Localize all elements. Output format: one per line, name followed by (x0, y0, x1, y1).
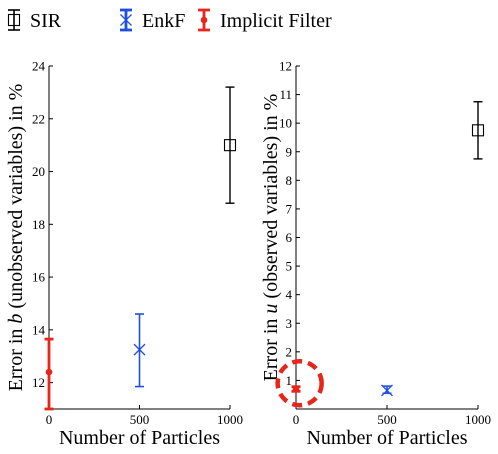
y-tick-label: 2 (286, 344, 293, 359)
series-enkf (381, 384, 393, 397)
x-tick-label: 1000 (217, 412, 243, 427)
y-tick-label: 24 (32, 59, 46, 74)
x-axis-label: Number of Particles (59, 427, 220, 449)
y-axis-label-suffix: (unobserved variables) in % (5, 84, 27, 314)
y-axis-label-variable: b (5, 314, 27, 324)
y-tick-label: 4 (286, 287, 293, 302)
series-sir (471, 101, 485, 160)
point-2-0 (292, 385, 300, 393)
legend-item-sir: SIR (7, 9, 62, 32)
y-axis-label-prefix: Error in (260, 314, 282, 382)
y-axis-label: Error in b (unobserved variables) in % (5, 84, 27, 392)
x-tick-label: 0 (293, 412, 300, 427)
point-1-0-stroke-b (133, 343, 146, 356)
y-tick-label: 22 (32, 111, 45, 126)
point-1-0 (381, 384, 393, 397)
y-tick-label: 12 (279, 59, 292, 74)
series-implicit-filter (44, 337, 54, 411)
y-tick-label: 20 (32, 164, 45, 179)
legend-errorbar-0 (8, 9, 20, 31)
point-1-0-stroke-b (381, 384, 393, 397)
legend-label-0: SIR (30, 10, 62, 32)
y-tick-label: 11 (279, 87, 292, 102)
point-1-0 (133, 343, 146, 356)
y-tick-label: 12 (32, 375, 45, 390)
y-tick-label: 6 (286, 230, 293, 245)
annotation-circle (275, 359, 324, 408)
point-2-0 (45, 368, 53, 376)
y-axis-label-prefix: Error in (5, 324, 27, 392)
x-tick-label: 0 (46, 412, 53, 427)
y-tick-label: 8 (286, 173, 293, 188)
y-tick-label: 10 (279, 116, 292, 131)
series-enkf (133, 313, 146, 388)
legend: SIR EnkF Implicit Filter (7, 8, 332, 32)
y-tick-label: 14 (32, 322, 46, 337)
x-tick-label: 1000 (465, 412, 491, 427)
point-0-0 (471, 124, 485, 137)
legend-marker-1 (120, 14, 132, 26)
y-tick-label: 16 (32, 270, 46, 285)
legend-label-2: Implicit Filter (220, 10, 332, 32)
x-tick-label: 500 (130, 412, 150, 427)
y-tick-label: 3 (286, 316, 293, 331)
series-implicit-filter (291, 385, 301, 393)
legend-marker-2 (200, 16, 208, 24)
y-axis-label-variable: u (260, 304, 282, 314)
errorbar-0-0 (225, 86, 235, 204)
errorbar-0-0 (473, 101, 483, 160)
x-tick-label: 500 (377, 412, 397, 427)
x-axis-label: Number of Particles (306, 427, 467, 449)
y-tick-label: 9 (286, 144, 293, 159)
y-tick-label: 1 (286, 373, 293, 388)
y-axis-label: Error in u (observed variables) in % (260, 94, 282, 382)
legend-item-enkf: EnkF (120, 8, 185, 32)
y-tick-label: 7 (286, 201, 293, 216)
y-tick-label: 5 (286, 259, 293, 274)
legend-marker-0 (7, 13, 21, 27)
y-axis-label-suffix: (observed variables) in % (260, 94, 282, 304)
legend-marker-1-stroke-b (120, 14, 132, 26)
point-0-0 (223, 139, 237, 152)
legend-label-1: EnkF (142, 10, 185, 32)
series-sir (223, 86, 237, 204)
legend-item-implicit-filter: Implicit Filter (198, 8, 332, 32)
y-tick-label: 18 (32, 217, 45, 232)
